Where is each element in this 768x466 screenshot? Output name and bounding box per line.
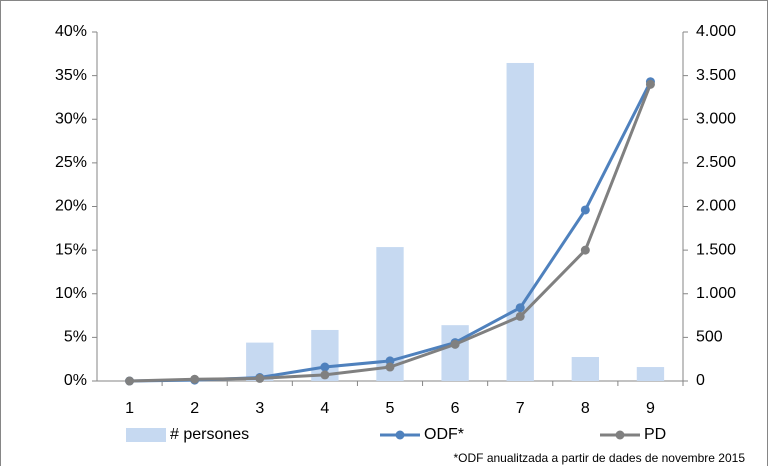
bar (506, 62, 534, 381)
y-tick-label: 5% (64, 329, 87, 346)
bar (636, 367, 665, 381)
y2-tick-label: 0 (696, 372, 705, 389)
y2-tick-label: 500 (696, 329, 723, 346)
point (645, 79, 655, 89)
bar (441, 325, 469, 381)
x-tick-label: 3 (255, 400, 264, 417)
x-tick-label: 1 (125, 400, 134, 417)
y-tick-label: 30% (55, 110, 87, 127)
y2-tick-label: 2.500 (696, 154, 736, 171)
point (190, 374, 200, 384)
y-tick-label: 10% (55, 285, 87, 302)
y2-tick-label: 3.500 (696, 67, 736, 84)
x-tick-label: 2 (190, 400, 199, 417)
bar (571, 357, 600, 381)
point (320, 370, 330, 380)
y2-tick-label: 4.000 (696, 23, 736, 40)
y2-tick-label: 3.000 (696, 110, 736, 127)
legend-marker (615, 430, 625, 440)
legend-label: # persones (170, 426, 249, 443)
x-tick-label: 6 (451, 400, 460, 417)
point (580, 205, 590, 215)
y-tick-label: 25% (55, 154, 87, 171)
footnote: *ODF anualitzada a partir de dades de no… (453, 451, 745, 465)
y2-tick-label: 2.000 (696, 198, 736, 215)
y-tick-label: 35% (55, 67, 87, 84)
y-tick-label: 15% (55, 241, 87, 258)
point (515, 311, 525, 321)
point (580, 245, 590, 255)
y2-tick-label: 1.000 (696, 285, 736, 302)
y-tick-label: 20% (55, 198, 87, 215)
legend-swatch (126, 428, 166, 442)
y2-tick-label: 1.500 (696, 241, 736, 258)
point (385, 362, 395, 372)
point (255, 373, 265, 383)
x-tick-label: 5 (386, 400, 395, 417)
x-tick-label: 4 (320, 400, 329, 417)
y-tick-label: 0% (64, 372, 87, 389)
point (515, 303, 525, 313)
legend-label: PD (644, 426, 666, 443)
y-tick-label: 40% (55, 23, 87, 40)
legend-label: ODF* (424, 426, 464, 443)
x-tick-label: 7 (516, 400, 525, 417)
legend-marker (395, 430, 405, 440)
point (125, 376, 135, 386)
x-tick-label: 9 (646, 400, 655, 417)
point (320, 362, 330, 372)
x-tick-label: 8 (581, 400, 590, 417)
point (450, 339, 460, 349)
